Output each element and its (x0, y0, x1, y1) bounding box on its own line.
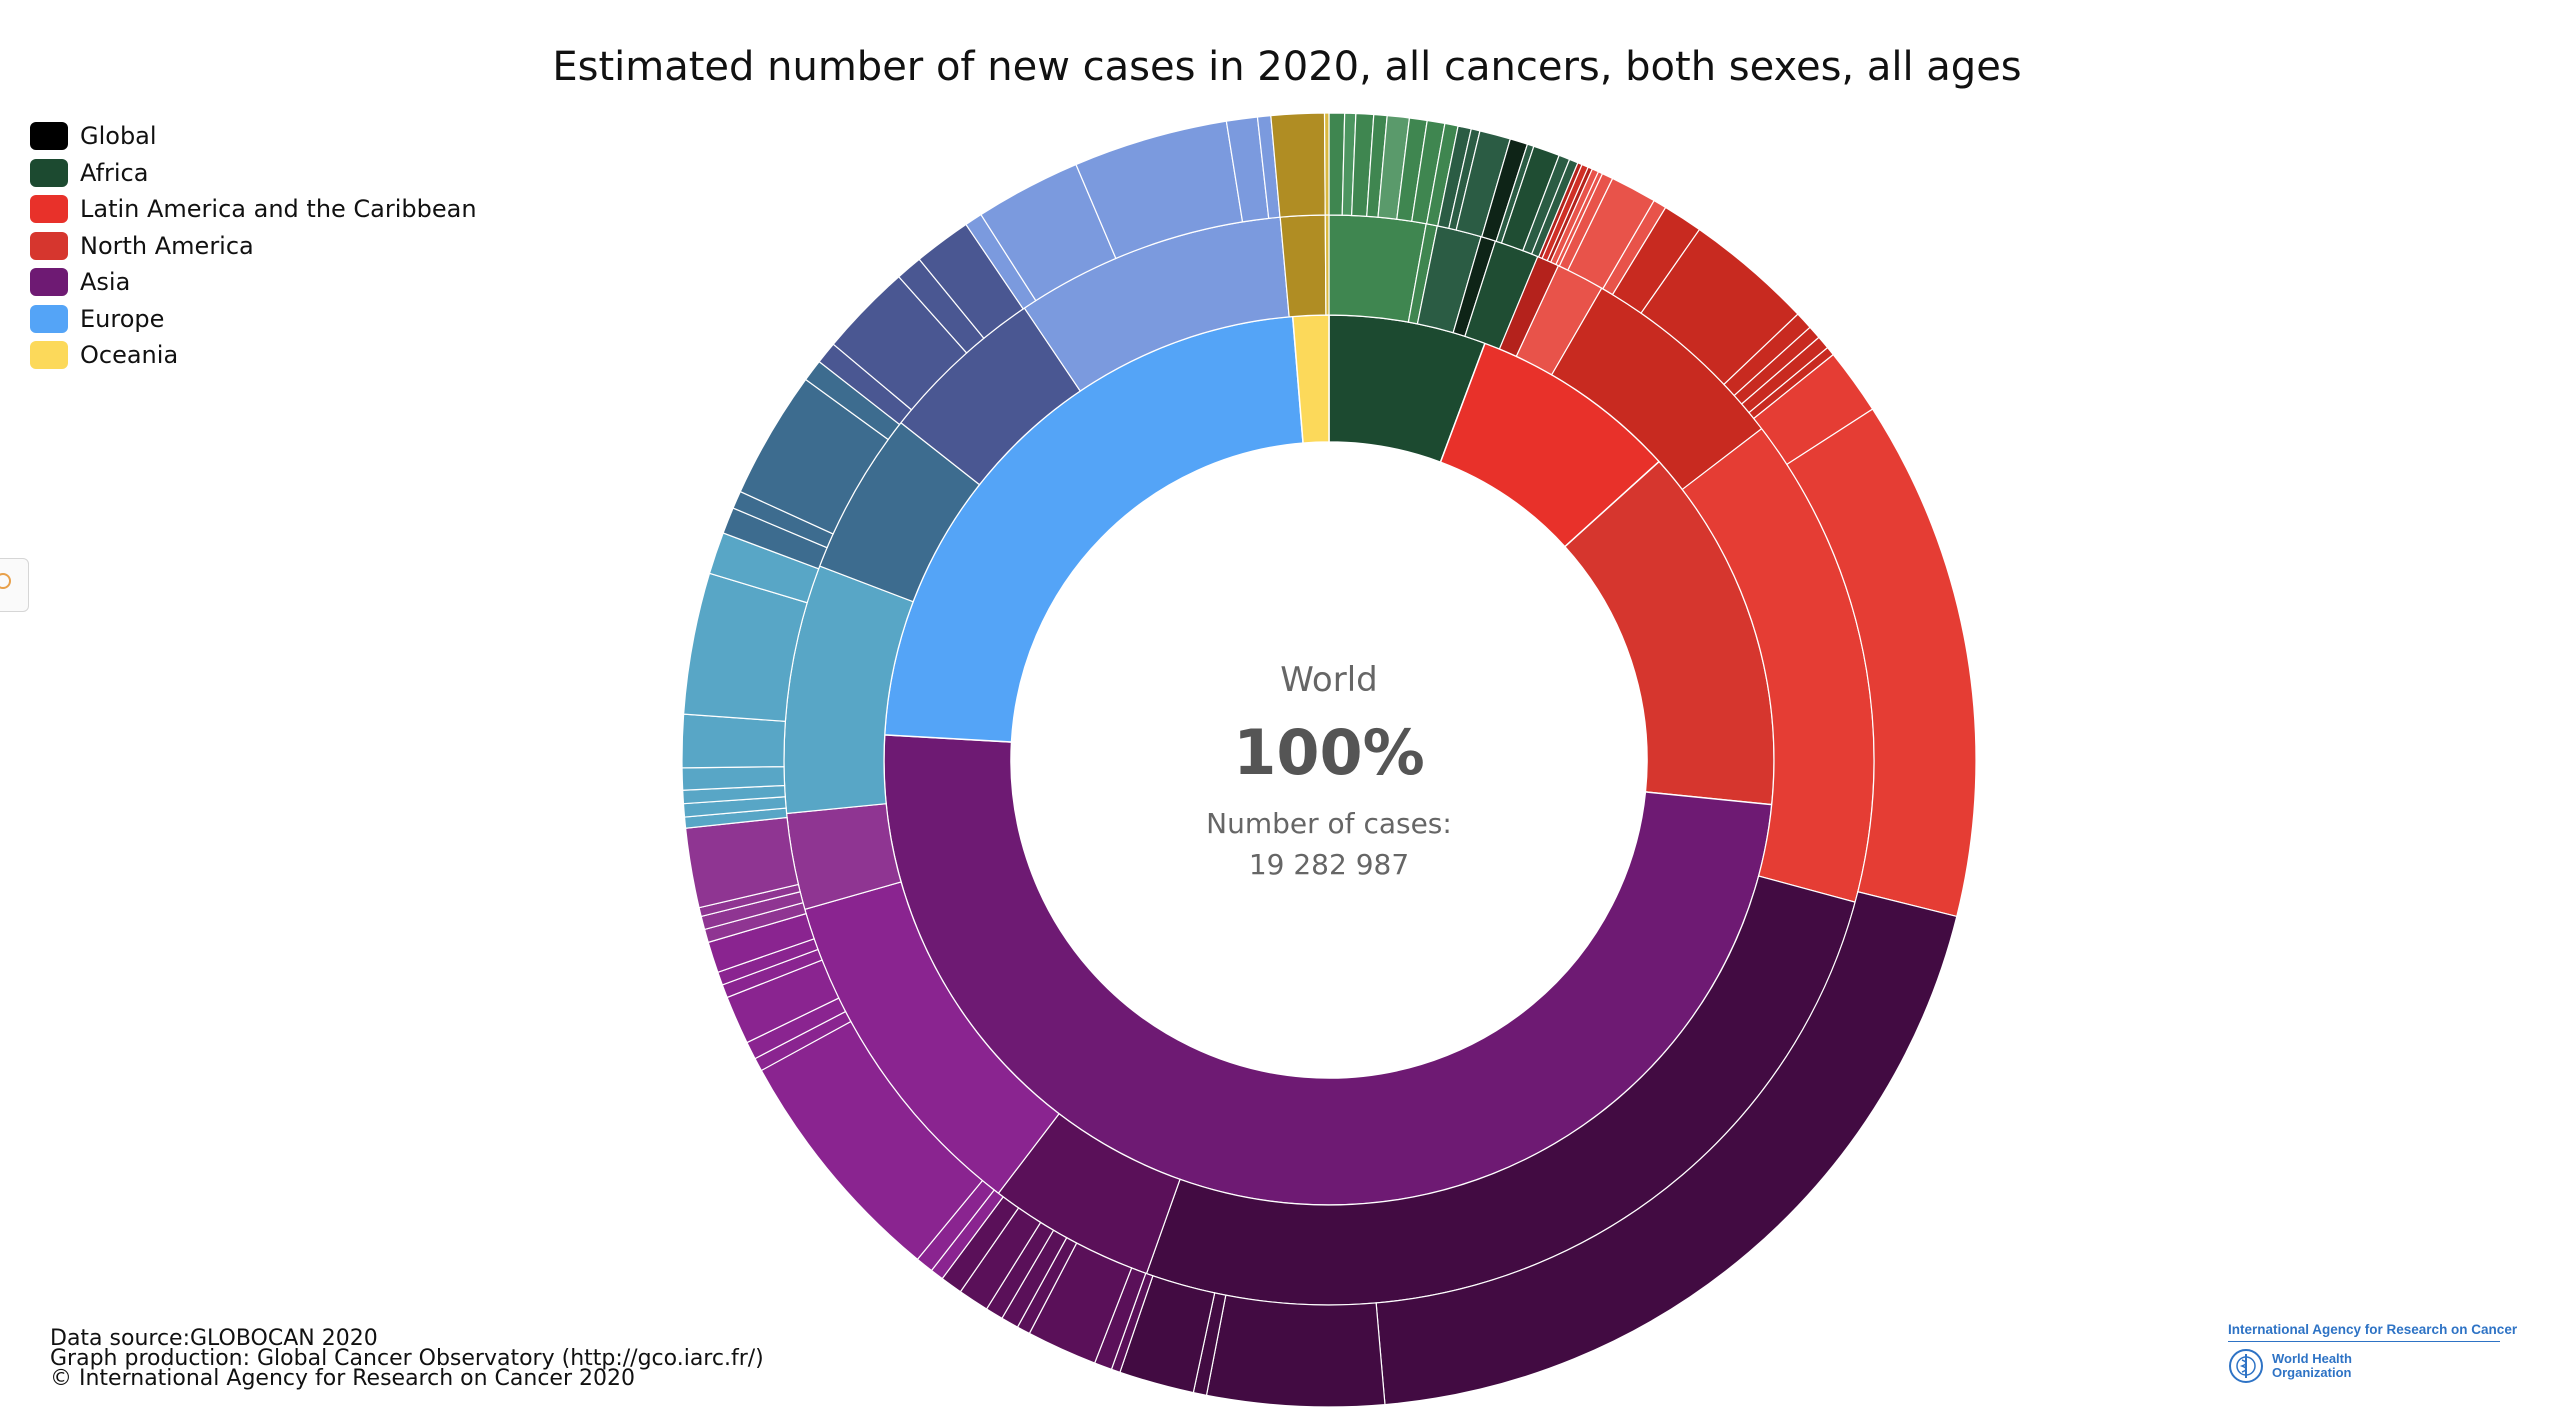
legend-swatch-global (30, 122, 68, 151)
legend-label-africa: Africa (80, 158, 149, 187)
center-cases-value: 19 282 987 (1248, 848, 1410, 881)
legend-item-africa[interactable]: Africa (30, 155, 477, 192)
legend-swatch-asia (30, 268, 68, 297)
credits: Data source:GLOBOCAN 2020 Graph producti… (50, 1326, 764, 1391)
chart-center-info: World 100% Number of cases: 19 282 987 (1129, 660, 1529, 881)
legend-label-north-america: North America (80, 231, 254, 260)
iarc-logo[interactable]: International Agency for Research on Can… (2228, 1322, 2517, 1342)
center-label: World (1280, 660, 1378, 700)
ring-regions (883, 314, 1775, 1206)
legend-swatch-europe (30, 304, 68, 333)
legend-label-global: Global (80, 122, 157, 151)
ring2-segment-oceania-18[interactable] (1324, 214, 1330, 316)
legend-item-europe[interactable]: Europe (30, 301, 477, 338)
ring3-segment-asia-33[interactable] (1205, 1294, 1386, 1408)
expand-icon (0, 573, 11, 589)
legend-swatch-north-america (30, 231, 68, 260)
who-text: World Health Organization (2272, 1352, 2352, 1380)
who-emblem-icon (2229, 1349, 2263, 1383)
legend-swatch-oceania (30, 341, 68, 370)
legend-swatch-latin-america (30, 195, 68, 224)
logos: International Agency for Research on Can… (2228, 1322, 2517, 1384)
legend-label-oceania: Oceania (80, 341, 179, 370)
ring3-segment-europe-60[interactable] (681, 765, 786, 791)
legend-item-north-america[interactable]: North America (30, 228, 477, 265)
legend-label-asia: Asia (80, 268, 131, 297)
legend-label-europe: Europe (80, 304, 165, 333)
center-cases-label: Number of cases: (1206, 807, 1452, 840)
ring-countries (681, 112, 1977, 1408)
ring-subregions (783, 214, 1875, 1306)
who-logo[interactable]: World Health Organization (2228, 1348, 2500, 1384)
legend-item-latin-america[interactable]: Latin America and the Caribbean (30, 191, 477, 228)
credit-graph-production: Graph production: Global Cancer Observat… (50, 1346, 764, 1371)
legend-label-latin-america: Latin America and the Caribbean (80, 195, 477, 224)
legend-swatch-africa (30, 158, 68, 187)
credit-data-source: Data source:GLOBOCAN 2020 (50, 1326, 378, 1351)
legend-item-asia[interactable]: Asia (30, 264, 477, 301)
legend-item-global[interactable]: Global (30, 118, 477, 155)
credit-copyright: © International Agency for Research on C… (50, 1366, 635, 1391)
chart-title: Estimated number of new cases in 2020, a… (552, 44, 2022, 90)
legend-item-oceania[interactable]: Oceania (30, 337, 477, 374)
ring3-segment-oceania-78[interactable] (1323, 112, 1330, 216)
who-text-line1: World Health (2272, 1351, 2352, 1366)
center-percent: 100% (1233, 716, 1425, 789)
ring3-segment-oceania-77[interactable] (1270, 112, 1326, 218)
side-panel-toggle[interactable] (0, 558, 29, 612)
legend: Global Africa Latin America and the Cari… (30, 118, 477, 374)
ring3-segment-europe-61[interactable] (681, 713, 787, 769)
who-text-line2: Organization (2272, 1365, 2352, 1380)
